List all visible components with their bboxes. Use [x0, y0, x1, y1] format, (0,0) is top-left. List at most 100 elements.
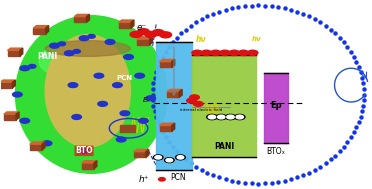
Polygon shape	[82, 161, 97, 163]
Circle shape	[138, 118, 148, 123]
Text: Ep: Ep	[270, 101, 282, 110]
Circle shape	[79, 148, 89, 153]
Text: e⁻: e⁻	[137, 23, 147, 32]
Circle shape	[58, 42, 65, 46]
Text: BTO: BTO	[75, 146, 93, 155]
Circle shape	[20, 118, 30, 123]
Polygon shape	[20, 48, 23, 56]
Bar	[7, 50, 20, 56]
Circle shape	[225, 114, 235, 120]
Circle shape	[68, 83, 78, 88]
Text: h⁺: h⁺	[139, 175, 150, 184]
Circle shape	[155, 156, 161, 159]
Circle shape	[113, 83, 122, 88]
Bar	[137, 39, 150, 45]
Circle shape	[88, 34, 95, 38]
Polygon shape	[30, 142, 45, 144]
Circle shape	[229, 50, 239, 56]
Text: PCN: PCN	[170, 173, 186, 182]
Text: Eₑ: Eₑ	[143, 97, 150, 103]
Circle shape	[227, 115, 234, 119]
Circle shape	[176, 155, 185, 160]
Circle shape	[153, 155, 163, 160]
Circle shape	[20, 66, 30, 71]
Bar	[121, 125, 135, 132]
Circle shape	[220, 50, 230, 56]
Circle shape	[166, 158, 173, 162]
Polygon shape	[74, 14, 89, 17]
Bar	[119, 22, 131, 28]
Circle shape	[164, 158, 174, 163]
Circle shape	[72, 115, 81, 119]
Bar	[82, 163, 94, 169]
Bar	[134, 152, 146, 157]
Polygon shape	[131, 20, 134, 28]
Circle shape	[211, 50, 221, 56]
Bar	[264, 73, 288, 143]
Circle shape	[208, 115, 216, 119]
Circle shape	[158, 178, 165, 181]
Polygon shape	[160, 59, 175, 62]
Polygon shape	[94, 161, 97, 169]
Text: hν: hν	[251, 36, 261, 42]
Circle shape	[64, 51, 74, 56]
Bar	[33, 28, 46, 33]
Circle shape	[190, 95, 199, 100]
Circle shape	[207, 114, 217, 120]
Circle shape	[105, 40, 115, 44]
Circle shape	[235, 114, 245, 120]
Polygon shape	[12, 80, 15, 88]
Ellipse shape	[45, 34, 131, 147]
Polygon shape	[119, 20, 134, 22]
Text: PANI: PANI	[37, 53, 57, 61]
Circle shape	[137, 29, 149, 35]
Circle shape	[29, 64, 36, 68]
Circle shape	[201, 50, 212, 56]
Polygon shape	[46, 26, 49, 33]
Bar	[30, 144, 42, 150]
Polygon shape	[7, 48, 23, 50]
Circle shape	[145, 31, 157, 37]
Circle shape	[116, 137, 126, 142]
Circle shape	[236, 115, 243, 119]
Polygon shape	[137, 37, 153, 39]
Ellipse shape	[45, 41, 131, 56]
Circle shape	[218, 115, 225, 119]
Circle shape	[192, 50, 202, 56]
Circle shape	[152, 30, 164, 36]
Circle shape	[73, 50, 80, 53]
Circle shape	[124, 55, 134, 59]
Circle shape	[42, 141, 52, 146]
Circle shape	[120, 111, 130, 116]
Polygon shape	[134, 149, 149, 152]
Ellipse shape	[39, 45, 92, 77]
Text: PCN: PCN	[117, 75, 133, 81]
Circle shape	[160, 32, 171, 38]
Circle shape	[238, 50, 248, 56]
Ellipse shape	[16, 16, 167, 173]
Bar	[160, 62, 172, 67]
Polygon shape	[33, 26, 49, 28]
Text: BTOₓ: BTOₓ	[266, 147, 285, 156]
Polygon shape	[42, 142, 45, 150]
Circle shape	[135, 73, 144, 78]
Text: internal electric field: internal electric field	[180, 108, 222, 112]
Text: hν: hν	[196, 35, 206, 44]
Polygon shape	[179, 89, 182, 97]
Polygon shape	[146, 149, 149, 157]
Circle shape	[247, 50, 258, 56]
Polygon shape	[150, 37, 153, 45]
Text: PANI: PANI	[214, 142, 234, 151]
Circle shape	[130, 31, 142, 37]
Polygon shape	[4, 112, 19, 114]
Polygon shape	[16, 112, 19, 120]
Circle shape	[94, 73, 104, 78]
Circle shape	[187, 98, 196, 103]
Bar	[74, 17, 87, 22]
Bar	[192, 55, 256, 157]
Polygon shape	[167, 89, 182, 92]
Circle shape	[13, 92, 22, 97]
Circle shape	[49, 43, 59, 48]
Circle shape	[193, 101, 203, 106]
Polygon shape	[87, 14, 89, 22]
